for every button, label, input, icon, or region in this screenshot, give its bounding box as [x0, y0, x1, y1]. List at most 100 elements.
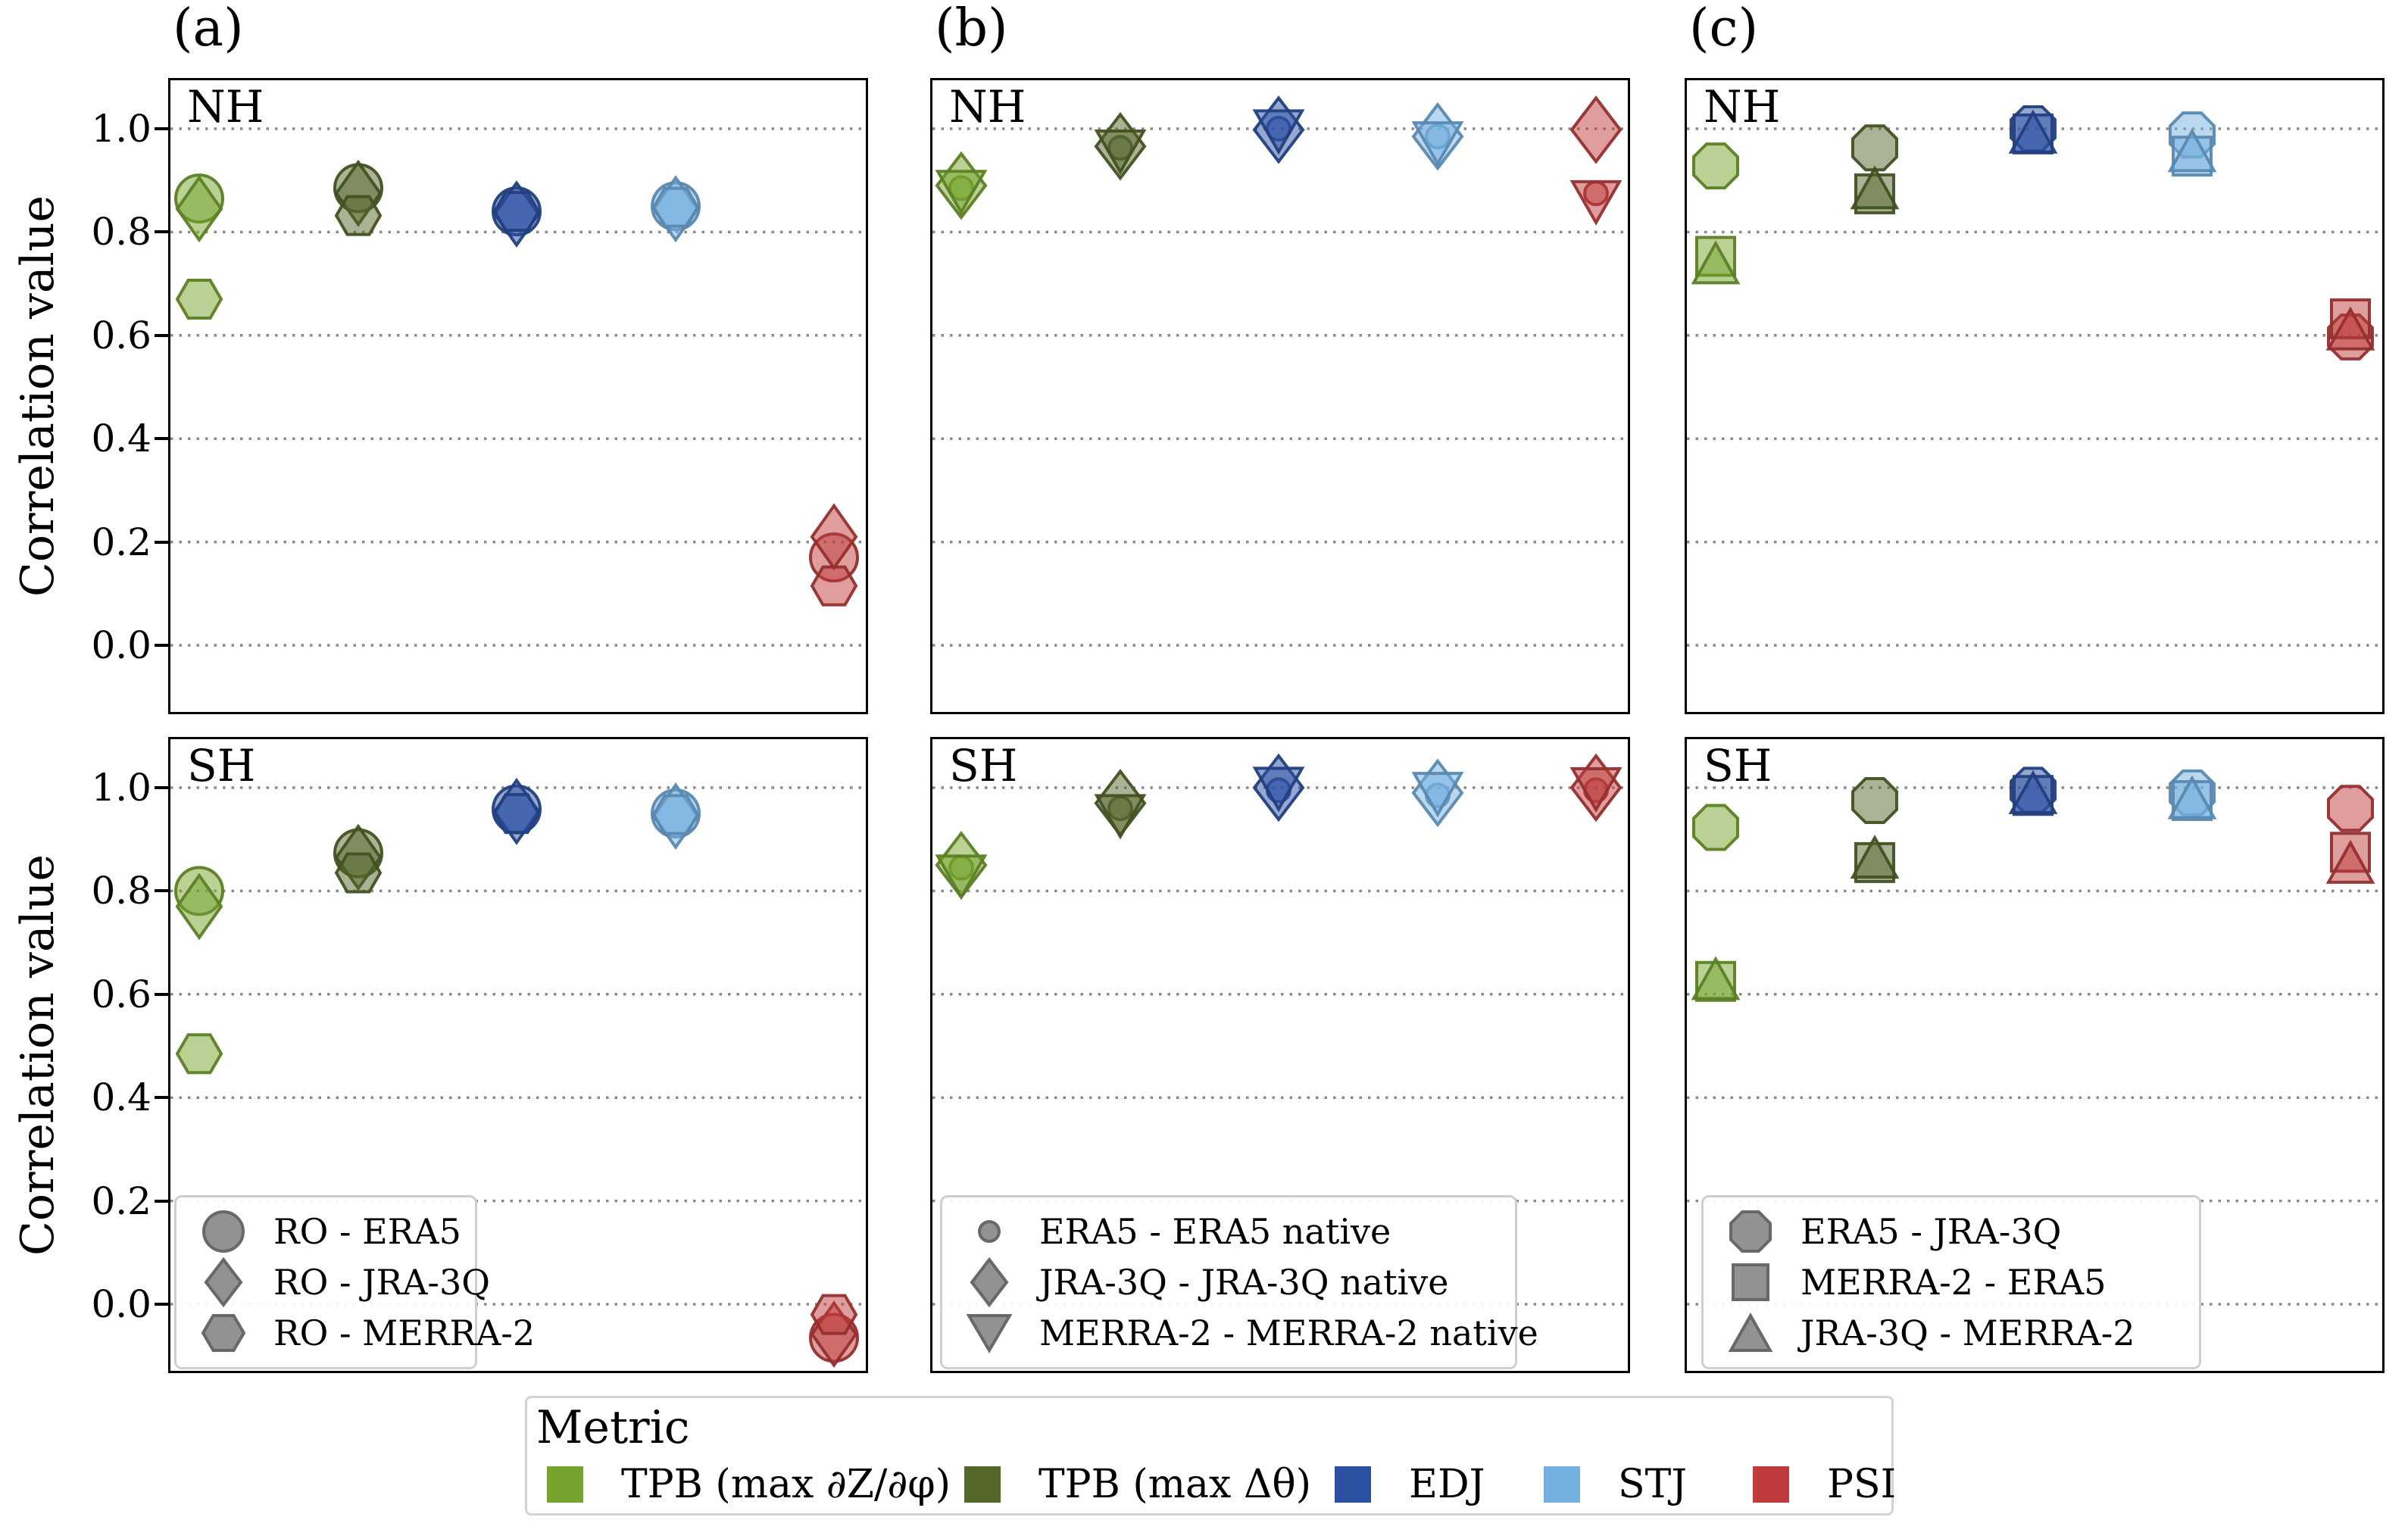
- triangle_up-marker: [1691, 956, 1741, 1001]
- hexagon-marker: [651, 794, 700, 835]
- legend-item-label: TPB (max Δθ): [1038, 1462, 1312, 1507]
- legend-item-label: MERRA-2 - ERA5: [1801, 1262, 2107, 1303]
- metric-legend: Metric TPB (max ∂Z/∂φ) TPB (max Δθ) EDJ …: [525, 1396, 1897, 1516]
- diamond-marker-icon: [970, 1256, 1009, 1308]
- legend-item-label: JRA-3Q - MERRA-2: [1801, 1313, 2135, 1353]
- square-marker-icon: [1732, 1263, 1769, 1301]
- octagon-marker: [1692, 804, 1739, 851]
- diamond-marker: [175, 175, 223, 243]
- panel-b-nh: NH: [930, 78, 1630, 714]
- octagon-marker: [1729, 1210, 1772, 1253]
- triangle_down-marker: [1569, 179, 1623, 226]
- y-tick-mark: [155, 1199, 168, 1203]
- hexagon-marker: [334, 852, 383, 894]
- legend-item: MERRA-2 - ERA5: [1719, 1260, 2184, 1305]
- triangle_down-marker: [1411, 772, 1464, 818]
- panel-a-sh: SH: [168, 737, 868, 1373]
- y-tick-mark: [155, 127, 168, 130]
- triangle_up-marker: [2008, 770, 2058, 814]
- y-tick-label: 0.0: [91, 1282, 151, 1326]
- hemisphere-label: SH: [187, 740, 256, 791]
- triangle_down-marker: [1569, 767, 1623, 813]
- hexagon-marker: [651, 186, 700, 228]
- triangle_down-marker: [1411, 121, 1464, 167]
- legend-item-label: ERA5 - JRA-3Q: [1801, 1211, 2062, 1252]
- circle-marker: [202, 1210, 245, 1253]
- triangle_up-marker: [2008, 109, 2058, 154]
- legend-item: PSI: [1753, 1462, 1897, 1507]
- triangle_up-marker: [2167, 128, 2217, 173]
- hemisphere-label: NH: [187, 81, 264, 133]
- legend-item: JRA-3Q - JRA-3Q native: [957, 1256, 1500, 1308]
- triangle_up-marker: [2167, 775, 2217, 819]
- legend-item: MERRA-2 - MERRA-2 native: [957, 1310, 1538, 1356]
- hexagon-marker: [201, 1314, 246, 1352]
- y-tick-mark: [155, 333, 168, 337]
- legend-item-label: TPB (max ∂Z/∂φ): [621, 1462, 951, 1507]
- octagon-marker: [2327, 785, 2374, 832]
- triangle_up-marker: [1728, 1312, 1773, 1352]
- y-axis-title-top: Correlation value: [11, 195, 64, 598]
- y-axis-title-bottom: Correlation value: [11, 854, 64, 1256]
- hexagon-marker: [175, 279, 223, 320]
- y-tick-label: 0.4: [91, 417, 151, 461]
- scatter-plot-b-nh: [932, 95, 1628, 647]
- y-tick-mark: [155, 644, 168, 647]
- legend-item: RO - ERA5: [192, 1209, 461, 1254]
- scatter-plot-a-nh: [170, 127, 866, 647]
- panel-c-nh: NH: [1685, 78, 2385, 714]
- scatter-plot-c-nh: [1687, 105, 2382, 647]
- y-tick-mark: [155, 437, 168, 441]
- triangle_down-marker: [935, 854, 988, 901]
- circle-marker-icon: [202, 1210, 245, 1253]
- y-tick-label: 0.6: [91, 313, 151, 357]
- hexagon-marker: [810, 1294, 858, 1335]
- diamond-marker: [1569, 95, 1623, 164]
- scatter-plot-c-sh: [1687, 766, 2382, 1306]
- hemisphere-label: NH: [949, 81, 1026, 133]
- legend-item-label: STJ: [1618, 1462, 1688, 1507]
- legend-item-label: PSI: [1827, 1462, 1897, 1507]
- diamond-marker: [175, 873, 223, 941]
- hemisphere-label: SH: [949, 740, 1018, 791]
- legend-item: RO - MERRA-2: [192, 1310, 535, 1356]
- hexagon-marker: [810, 565, 858, 607]
- hexagon-marker: [492, 793, 541, 835]
- diamond-marker-icon: [204, 1256, 243, 1308]
- color-swatch-stj: [1544, 1466, 1580, 1503]
- legend-item-label: ERA5 - ERA5 native: [1039, 1211, 1391, 1252]
- y-tick-label: 0.2: [91, 1178, 151, 1223]
- triangle-up-marker-icon: [1728, 1312, 1773, 1352]
- y-tick-mark: [155, 230, 168, 234]
- y-tick-mark: [155, 540, 168, 544]
- hexagon-marker: [175, 1033, 223, 1075]
- octagon-marker: [1851, 124, 1898, 172]
- legend-ro-comparisons: RO - ERA5 RO - JRA-3Q RO - MERRA-2: [174, 1195, 535, 1369]
- hemisphere-label: NH: [1704, 81, 1781, 133]
- legend-item: STJ: [1544, 1462, 1688, 1507]
- legend-item: JRA-3Q - MERRA-2: [1719, 1310, 2184, 1356]
- legend-item-label: RO - JRA-3Q: [273, 1262, 490, 1303]
- triangle_down-marker: [935, 170, 988, 216]
- triangle_up-marker: [1691, 240, 1741, 285]
- y-tick-label: 1.0: [91, 766, 151, 810]
- y-tick-mark: [155, 786, 168, 789]
- y-tick-mark: [155, 1303, 168, 1306]
- panel-a-nh: NH: [168, 78, 868, 714]
- y-tick-label: 1.0: [91, 107, 151, 151]
- hexagon-marker: [334, 195, 383, 236]
- legend-item: TPB (max ∂Z/∂φ): [547, 1462, 951, 1507]
- triangle_up-marker: [2325, 839, 2375, 884]
- y-tick-label: 0.2: [91, 520, 151, 564]
- small-circle-marker-icon: [978, 1220, 1001, 1243]
- y-tick-label: 0.4: [91, 1075, 151, 1120]
- legend-reanalysis-comparisons: ERA5 - JRA-3Q MERRA-2 - ERA5 JRA-3Q - ME…: [1701, 1195, 2201, 1369]
- color-swatch-tpb-phi: [547, 1466, 583, 1503]
- triangle_down-marker: [1094, 130, 1147, 176]
- metric-legend-title: Metric: [536, 1401, 690, 1454]
- hexagon-marker-icon: [201, 1314, 246, 1352]
- legend-item-label: EDJ: [1409, 1462, 1485, 1507]
- triangle_up-marker: [2325, 306, 2375, 351]
- legend-item: ERA5 - ERA5 native: [957, 1209, 1500, 1254]
